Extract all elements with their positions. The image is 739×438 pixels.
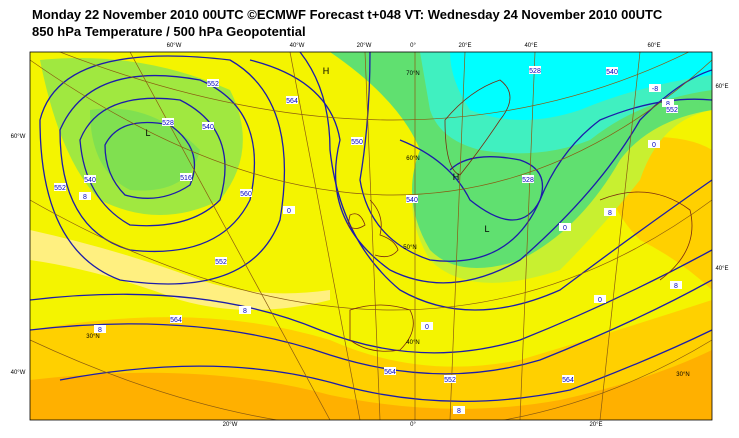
grid-label: 40°N (406, 340, 419, 346)
contour-label-box (562, 375, 574, 383)
grid-label: 0° (410, 422, 416, 428)
pressure-center: L (484, 224, 489, 234)
contour-label: 552 (444, 377, 456, 384)
grid-label: 40°E (715, 266, 728, 272)
contour-label-box (662, 99, 674, 107)
grid-label: 20°E (458, 43, 471, 49)
contour-label-box (202, 122, 214, 130)
grid-label: 20°E (589, 422, 602, 428)
contour-label: 8 (608, 210, 612, 217)
pressure-center: H (453, 172, 460, 182)
contour-label-box (649, 84, 661, 92)
contour-label-box (54, 183, 66, 191)
contour-label: 528 (162, 120, 174, 127)
contour-label-box (84, 175, 96, 183)
grid-label: 20°W (357, 43, 372, 49)
contour-label: 540 (606, 69, 618, 76)
contour-label: 564 (170, 317, 182, 324)
contour-label-box (559, 223, 571, 231)
contour-label: 540 (202, 124, 214, 131)
contour-label-box (444, 375, 456, 383)
contour-label: 552 (666, 107, 678, 114)
contour-label-box (79, 192, 91, 200)
map-field (30, 52, 712, 420)
grid-label: 60°E (715, 84, 728, 90)
contour-label: 552 (207, 81, 219, 88)
pressure-center: H (323, 66, 330, 76)
contour-label: 8 (98, 327, 102, 334)
title: Monday 22 November 2010 00UTC ©ECMWF For… (32, 7, 663, 22)
contour-label: 540 (406, 197, 418, 204)
contour-label-box (421, 322, 433, 330)
grid-label: 40°E (524, 43, 537, 49)
contour-label-box (453, 406, 465, 414)
grid-label: 0° (410, 43, 416, 49)
contour-label: 528 (529, 68, 541, 75)
contour-label-box (384, 367, 396, 375)
contour-label-box (594, 295, 606, 303)
contour-label: 564 (562, 377, 574, 384)
contour-label: 540 (84, 177, 96, 184)
contour-label: 552 (54, 185, 66, 192)
contour-label: 8 (83, 194, 87, 201)
contour-label-box (215, 257, 227, 265)
grid-label: 70°N (406, 71, 419, 77)
subtitle: 850 hPa Temperature / 500 hPa Geopotenti… (32, 24, 306, 39)
contour-label: -8 (652, 86, 658, 93)
grid-label: 60°W (167, 43, 182, 49)
contour-label: 552 (215, 259, 227, 266)
contour-label-box (406, 195, 418, 203)
contour-label-box (239, 306, 251, 314)
contour-label: 0 (598, 297, 602, 304)
grid-label: 20°W (223, 422, 238, 428)
contour-label: 560 (240, 191, 252, 198)
contour-label-box (648, 140, 660, 148)
contour-label: 0 (563, 225, 567, 232)
contour-label: 564 (286, 98, 298, 105)
contour-label-box (170, 315, 182, 323)
grid-label: 40°W (11, 370, 26, 376)
contour-label: 550 (351, 139, 363, 146)
contour-label-box (162, 118, 174, 126)
grid-label: 60°N (406, 156, 419, 162)
contour-label-box (207, 79, 219, 87)
contour-label: 0 (287, 208, 291, 215)
contour-label: 8 (243, 308, 247, 315)
contour-label: 0 (652, 142, 656, 149)
contour-label-box (180, 173, 192, 181)
contour-label-box (283, 206, 295, 214)
grid-label: 40°W (290, 43, 305, 49)
contour-label-box (529, 66, 541, 74)
contour-label: 0 (425, 324, 429, 331)
contour-label: 8 (457, 408, 461, 415)
contour-label-box (240, 189, 252, 197)
contour-label-box (606, 67, 618, 75)
contour-label: 516 (180, 175, 192, 182)
contour-label: 528 (522, 177, 534, 184)
grid-label: 60°W (11, 134, 26, 140)
contour-label-box (286, 96, 298, 104)
pressure-center: L (145, 128, 150, 138)
contour-label: 8 (674, 283, 678, 290)
contour-label-box (604, 208, 616, 216)
grid-label: 60°E (647, 43, 660, 49)
contour-label-box (94, 325, 106, 333)
contour-label-box (670, 281, 682, 289)
grid-label: 30°N (676, 372, 689, 378)
contour-label: 8 (666, 101, 670, 108)
grid-label: 50°N (403, 245, 416, 251)
contour-label-box (522, 175, 534, 183)
contour-label: 564 (384, 369, 396, 376)
grid-label: 30°N (86, 334, 99, 340)
contour-label-box (666, 105, 678, 113)
contour-label-box (351, 137, 363, 145)
